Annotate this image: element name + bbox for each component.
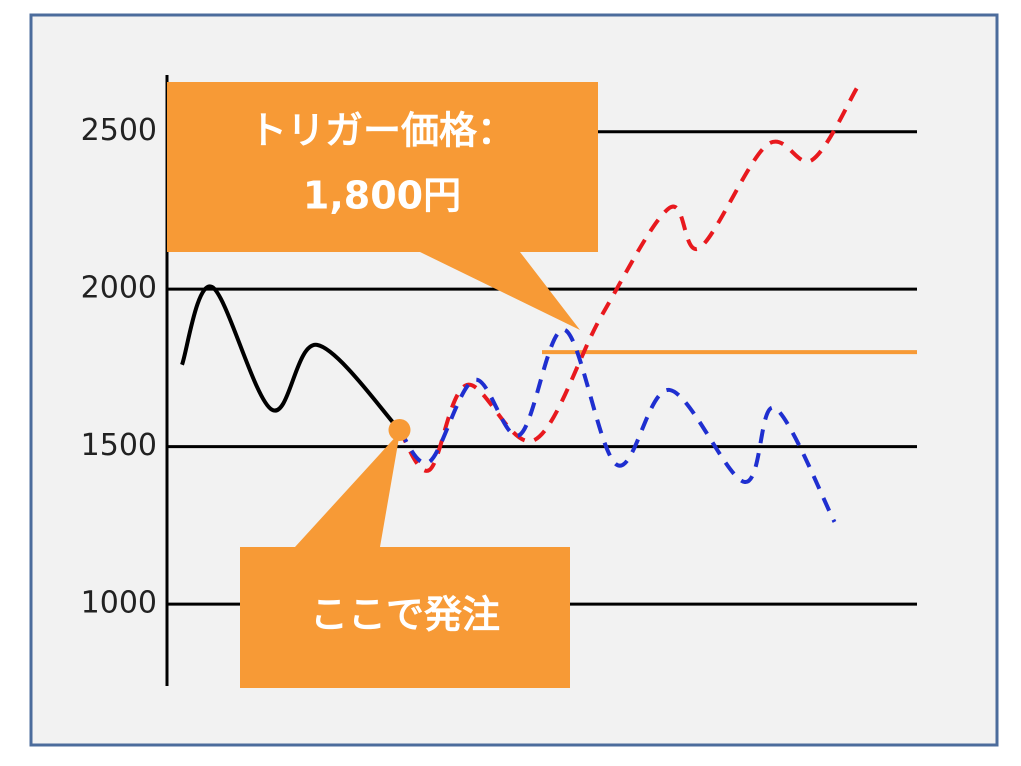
trigger-callout: トリガー価格： 1,800円	[167, 82, 598, 330]
y-tick-label: 1000	[81, 586, 157, 621]
y-tick-label: 1500	[81, 428, 157, 463]
series-line	[180, 284, 401, 432]
trigger-box	[167, 82, 598, 330]
trigger-label: トリガー価格：	[249, 109, 515, 153]
series-line	[397, 327, 837, 523]
trigger-price: 1,800円	[303, 174, 461, 218]
series-lines	[180, 86, 917, 523]
order-point	[388, 418, 411, 441]
order-callout: ここで発注	[240, 432, 570, 688]
y-tick-label: 2000	[81, 271, 157, 306]
grid: 1000 1500 2000 2500	[81, 113, 917, 621]
order-box	[240, 432, 570, 688]
series-line	[397, 86, 859, 473]
y-tick-label: 2500	[81, 113, 157, 148]
order-label: ここで発注	[310, 593, 500, 637]
